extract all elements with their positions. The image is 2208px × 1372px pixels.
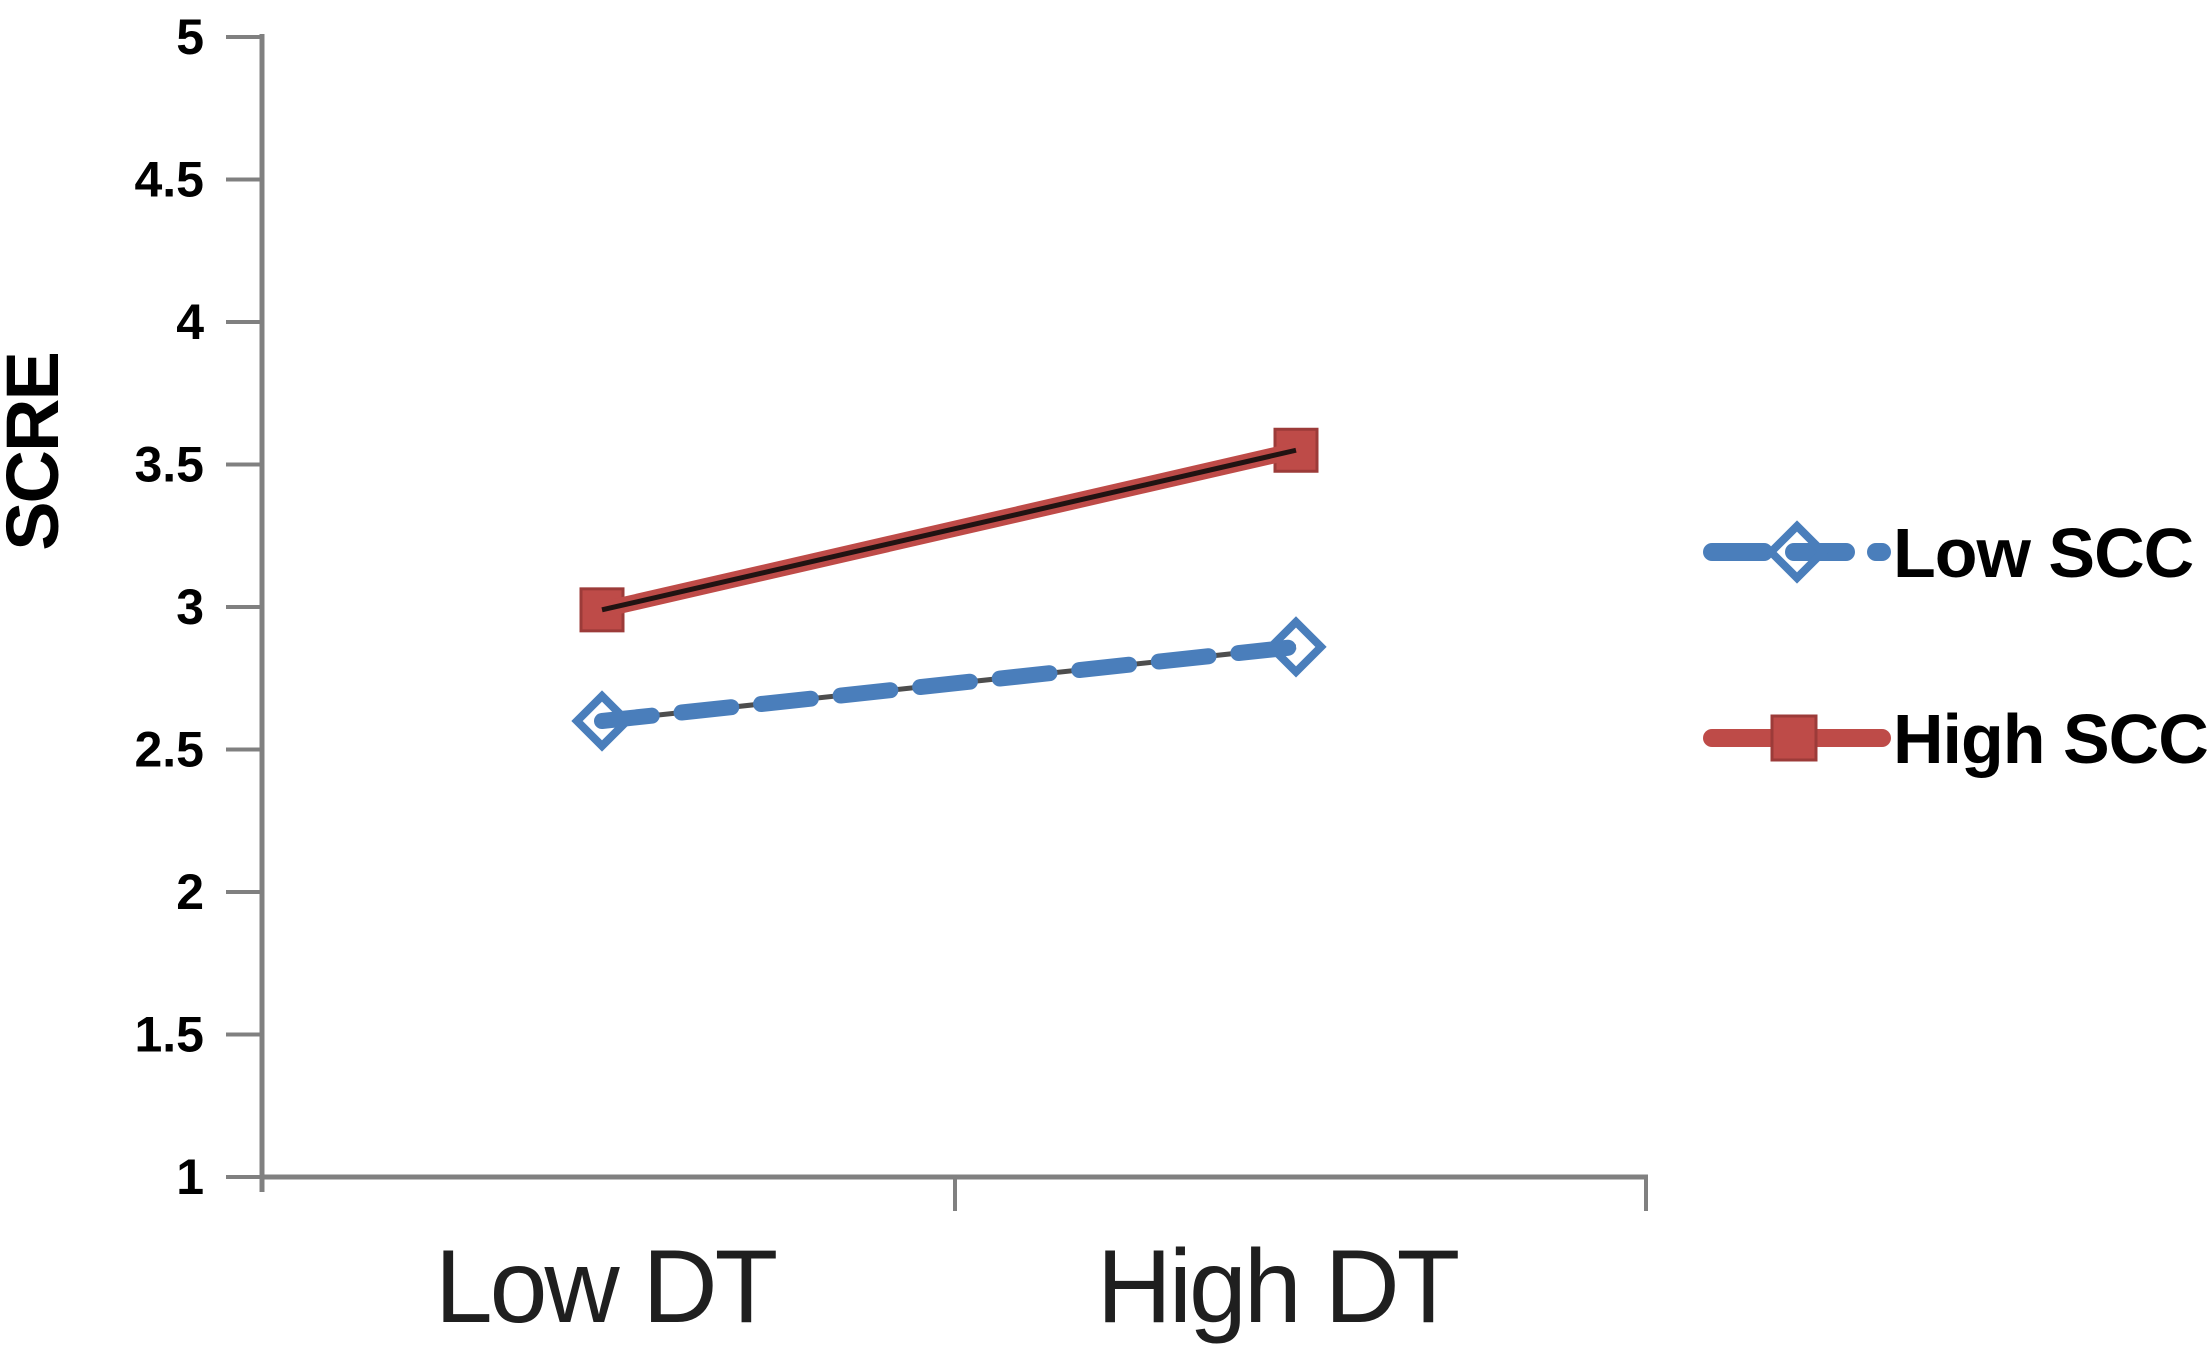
legend-label-low-scc: Low SCC — [1893, 514, 2193, 592]
high-scc-core-line — [601, 447, 1297, 613]
legend-item-low-scc: Low SCC — [1703, 514, 2194, 592]
y-axis-tick-labels: 1 1.5 2 2.5 3 3.5 4 4.5 5 — [134, 9, 204, 1205]
y-tick-label-3: 3 — [176, 579, 204, 635]
legend-item-high-scc: High SCC — [1703, 700, 2208, 778]
y-tick-label-4: 4 — [176, 294, 204, 350]
y-tick-label-4-5: 4.5 — [134, 152, 204, 208]
legend: Low SCC High SCC — [1703, 514, 2208, 778]
data-series-layer — [571, 427, 1327, 752]
y-tick-label-1: 1 — [176, 1149, 204, 1205]
legend-label-high-scc: High SCC — [1893, 700, 2208, 778]
low-scc-dashed-line — [594, 638, 1304, 729]
x-category-label-low-dt: Low DT — [435, 1229, 777, 1345]
y-tick-label-5: 5 — [176, 9, 204, 65]
legend-square-marker-icon — [1770, 714, 1818, 762]
y-axis-tick-marks — [226, 35, 260, 1179]
axes — [226, 34, 1648, 1211]
y-tick-label-2: 2 — [176, 864, 204, 920]
y-tick-label-3-5: 3.5 — [134, 437, 204, 493]
y-axis-title: SCRE — [0, 353, 74, 551]
y-tick-label-1-5: 1.5 — [134, 1007, 204, 1063]
x-category-label-high-dt: High DT — [1097, 1229, 1459, 1345]
legend-diamond-marker-icon — [1765, 520, 1829, 584]
y-tick-label-2-5: 2.5 — [134, 722, 204, 778]
